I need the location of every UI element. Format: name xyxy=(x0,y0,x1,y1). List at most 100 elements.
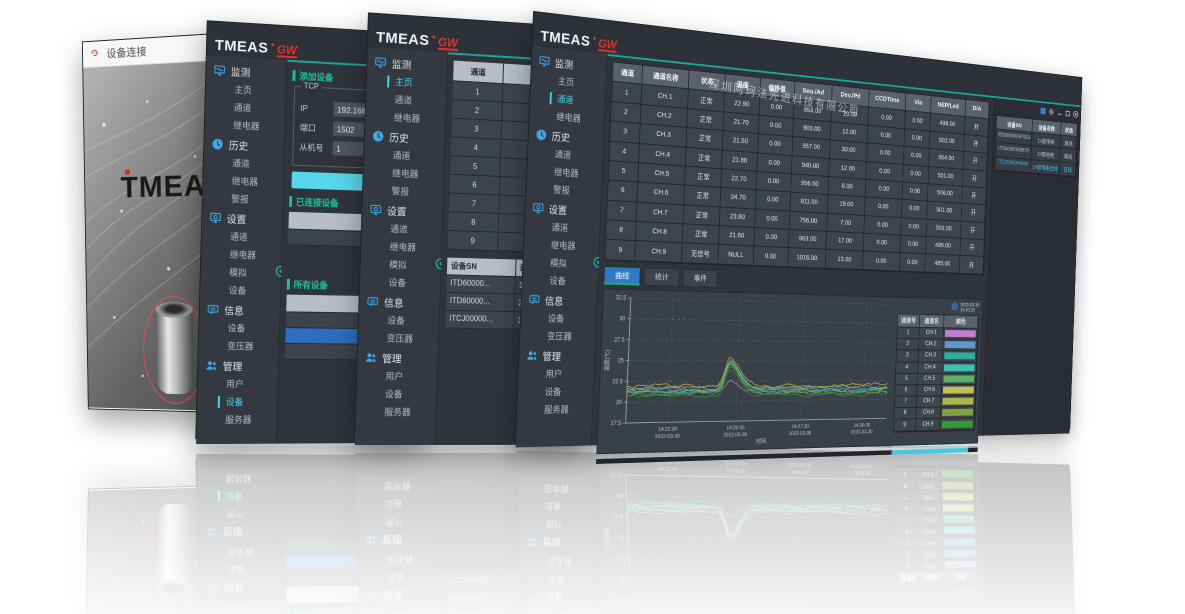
legend-row[interactable]: 2 CH.2 xyxy=(896,338,978,352)
sidebar-item-4-1[interactable]: 设备 xyxy=(384,389,403,400)
sidebar-item-2-3[interactable]: 设备 xyxy=(388,277,407,289)
sidebar-item-2-1[interactable]: 继电器 xyxy=(229,249,257,261)
sidebar-group-4[interactable]: 管理 xyxy=(198,355,278,375)
sidebar-group-1[interactable]: 历史 xyxy=(528,123,603,149)
table-cell: 6 xyxy=(449,174,501,195)
sidebar-item-2-3[interactable]: 设备 xyxy=(549,275,567,287)
svg-text:27.5: 27.5 xyxy=(614,337,625,343)
tab-2[interactable]: 事件 xyxy=(682,268,718,288)
table-cell: 4 xyxy=(450,137,502,158)
tab-1[interactable]: 统计 xyxy=(643,267,680,287)
table-cell: 3 xyxy=(451,118,503,139)
legend-channel-number: 5 xyxy=(895,373,918,385)
sidebar-group-2[interactable]: 设置 xyxy=(362,199,442,222)
legend-row[interactable]: 5 CH.5 xyxy=(895,373,977,386)
gear-icon[interactable] xyxy=(1048,108,1054,116)
sidebar-group-4[interactable]: 管理 xyxy=(519,345,595,365)
port-label: 端口 xyxy=(299,122,317,133)
legend-channel-name: CH.3 xyxy=(918,350,944,362)
svg-text:14:30:00: 14:30:00 xyxy=(854,423,871,429)
sidebar-group-3[interactable]: 信息 xyxy=(521,289,597,311)
channel-cell: 3 xyxy=(610,121,641,144)
sidebar-item-4-0[interactable]: 用户 xyxy=(385,371,404,382)
channel-cell: 无信号 xyxy=(682,243,720,265)
tcp-group-title: TCP xyxy=(300,81,322,92)
sidebar-item-2-0[interactable]: 通道 xyxy=(230,231,248,243)
sidebar-item-4-1[interactable]: 设备 xyxy=(544,386,562,398)
sidebar-item-3-1[interactable]: 变压器 xyxy=(386,333,414,344)
sidebar-group-4[interactable]: 管理 xyxy=(357,347,437,368)
legend-channel-number: 9 xyxy=(893,419,917,431)
channel-cell: 13.00 xyxy=(825,250,864,270)
table-cell: 7 xyxy=(448,193,500,214)
legend-row[interactable]: 1 CH.1 xyxy=(897,327,978,340)
maximize-icon[interactable] xyxy=(1065,110,1071,118)
legend-row[interactable]: 6 CH.6 xyxy=(895,384,976,397)
legend-row[interactable]: 3 CH.3 xyxy=(896,350,978,363)
channel-cell: 4 xyxy=(609,141,640,164)
color-swatch xyxy=(944,352,976,360)
refresh-gear-icon xyxy=(951,300,959,316)
sidebar-item-4-0[interactable]: 用户 xyxy=(226,379,244,390)
minimize-icon[interactable] xyxy=(1057,109,1063,117)
legend-color-cell xyxy=(943,328,978,340)
sidebar-item-4-1[interactable]: 设备 xyxy=(197,393,277,411)
channel-cell: 0.00 xyxy=(753,246,789,267)
channel-cell: 6 xyxy=(607,180,639,203)
sidebar-item-1-2[interactable]: 警报 xyxy=(391,186,410,197)
device-cell: 离线 xyxy=(1060,148,1077,163)
sidebar-group-3[interactable]: 信息 xyxy=(200,299,280,320)
svg-text:14:22:30: 14:22:30 xyxy=(658,427,677,433)
channel-cell: 0.00 xyxy=(756,171,792,193)
sidebar-item-4-0[interactable]: 用户 xyxy=(545,369,563,380)
legend-row[interactable]: 9 CH.9 xyxy=(893,418,975,432)
channel-cell: 0.00 xyxy=(862,251,901,272)
legend-row[interactable]: 4 CH.4 xyxy=(895,362,977,374)
channel-cell: 963.00 xyxy=(788,229,828,251)
sidebar-item-4-2[interactable]: 服务器 xyxy=(225,415,252,426)
sidebar-item-3-1[interactable]: 变压器 xyxy=(227,341,254,352)
sidebar-group-0[interactable]: 监测 xyxy=(206,59,286,83)
temperature-line-chart: 17.52022.52527.53032.514:22:302022-03-30… xyxy=(603,295,895,445)
tab-0[interactable]: 曲线 xyxy=(603,265,641,286)
close-icon[interactable] xyxy=(1073,110,1079,118)
sidebar-item-3-1[interactable]: 变压器 xyxy=(546,331,572,342)
color-swatch xyxy=(945,329,976,338)
legend-channel-number: 3 xyxy=(896,350,919,362)
table-cell: 9 xyxy=(447,230,499,251)
table-cell: ITD60000... xyxy=(446,275,516,294)
legend-color-cell xyxy=(941,384,976,396)
channel-cell: 22.70 xyxy=(721,169,757,191)
channel-cell: 495.00 xyxy=(925,236,961,257)
sidebar-item-2-2[interactable]: 模拟 xyxy=(229,267,247,278)
sidebar-group-2[interactable]: 设置 xyxy=(202,207,282,229)
channel-legend-table: 通道号 通道名 颜色 1 CH.1 2 CH.2 3 CH.3 4 CH.4 5 CH.5 6 CH.6 7 C… xyxy=(893,313,980,433)
sidebar-item-4-2[interactable]: 服务器 xyxy=(543,404,569,415)
sidebar-item-1-2[interactable]: 警报 xyxy=(231,194,249,205)
channel-cell: 开 xyxy=(959,256,984,275)
windows-stage: 设备连接 xyxy=(0,0,1185,452)
sidebar-group-1[interactable]: 历史 xyxy=(365,125,445,149)
channel-cell: 0.00 xyxy=(755,190,791,212)
sidebar-item-4-2[interactable]: 服务器 xyxy=(384,407,411,418)
sidebar-group-3[interactable]: 信息 xyxy=(359,291,439,313)
svg-text:时间: 时间 xyxy=(756,437,766,445)
svg-text:17.5: 17.5 xyxy=(611,421,622,427)
sidebar-item-3-0[interactable]: 设备 xyxy=(227,323,246,334)
sidebar-item-2-2[interactable]: 模拟 xyxy=(388,259,407,271)
sidebar-item-2-1[interactable]: 继电器 xyxy=(389,241,417,253)
app-icon[interactable] xyxy=(1040,107,1046,115)
color-swatch xyxy=(942,386,974,394)
scrollbar-thumb[interactable] xyxy=(891,447,969,455)
device-cell: 1#配电柜出线 xyxy=(1030,159,1061,175)
channel-cell: 0.00 xyxy=(864,197,903,218)
svg-text:30: 30 xyxy=(619,316,626,322)
sidebar-item-3-0[interactable]: 设备 xyxy=(547,313,565,324)
sidebar-item-0-2[interactable]: 继电器 xyxy=(233,120,260,132)
legend-color-cell xyxy=(942,362,977,373)
channel-cell: 1 xyxy=(611,82,643,105)
sidebar-group-1[interactable]: 历史 xyxy=(204,133,284,156)
legend-header-row: 通道号 通道名 颜色 xyxy=(897,314,979,329)
sidebar-item-3-0[interactable]: 设备 xyxy=(387,315,406,326)
sidebar-item-2-3[interactable]: 设备 xyxy=(228,285,247,296)
